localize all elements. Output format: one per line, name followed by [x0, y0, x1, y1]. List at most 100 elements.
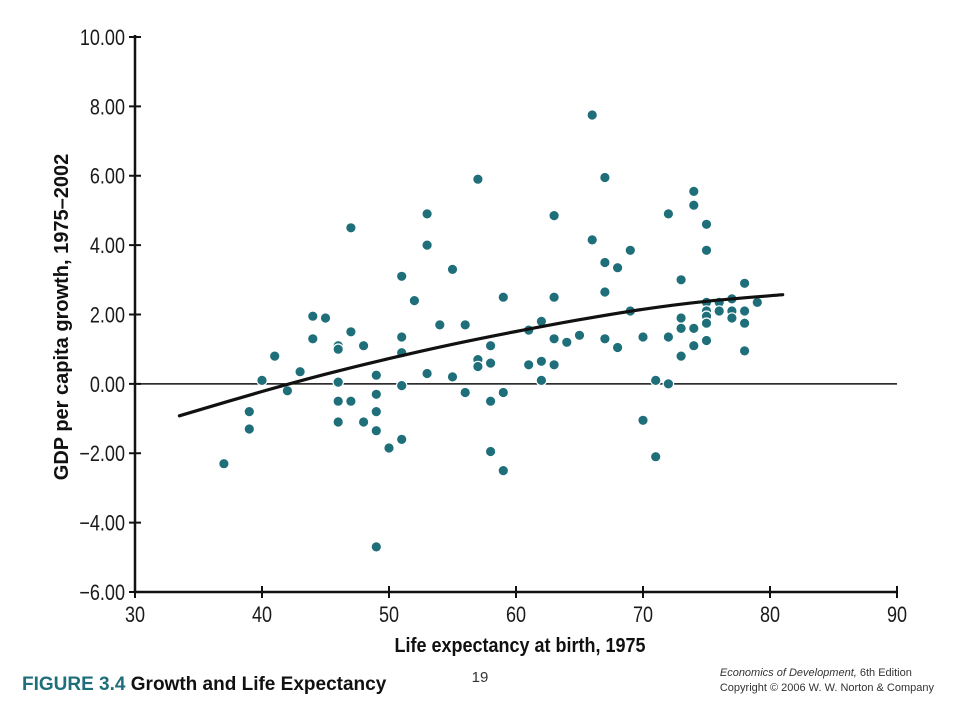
data-point: [345, 395, 357, 407]
data-point: [637, 331, 649, 343]
data-point: [675, 350, 687, 362]
data-point: [637, 414, 649, 427]
data-point: [332, 376, 344, 388]
data-point: [586, 109, 598, 121]
data-point: [687, 185, 700, 198]
data-point: [357, 416, 370, 428]
data-point: [548, 358, 560, 371]
data-point: [611, 341, 624, 354]
data-point: [624, 244, 637, 257]
data-point: [370, 388, 383, 401]
data-point: [738, 345, 751, 357]
data-point: [675, 322, 687, 335]
data-point: [484, 395, 497, 407]
book-title: Economics of Development,: [719, 667, 857, 679]
data-point: [649, 374, 662, 387]
data-point: [345, 325, 357, 338]
y-tick-label: 4.00: [90, 235, 125, 259]
y-tick-label: −2.00: [79, 443, 125, 467]
x-tick-label: 30: [125, 603, 145, 627]
data-point: [687, 322, 700, 335]
y-tick-label: 6.00: [90, 165, 125, 189]
page-number: 19: [471, 669, 489, 686]
axes: [133, 35, 898, 594]
data-point: [573, 329, 586, 342]
data-point: [662, 208, 675, 220]
data-point: [395, 331, 408, 343]
data-point: [726, 312, 738, 324]
data-point: [675, 312, 687, 324]
data-point: [548, 332, 560, 345]
data-point: [268, 350, 281, 362]
data-point: [357, 339, 370, 352]
data-point: [548, 291, 560, 303]
data-point: [306, 310, 319, 322]
data-points: [218, 109, 764, 553]
data-point: [370, 369, 383, 381]
y-tick-label: 10.00: [80, 26, 125, 50]
data-point: [484, 339, 497, 352]
data-point: [383, 442, 395, 454]
trend-curve: [177, 293, 785, 418]
figure-caption: FIGURE 3.4 Growth and Life Expectancy: [22, 674, 386, 696]
data-point: [700, 244, 713, 257]
trend-curve-group: [177, 293, 785, 418]
scatter-chart: −6.00 −4.00 −2.00 0.00 2.00 4.00 6.00 8.00 10.00…: [51, 26, 907, 657]
data-point: [497, 464, 510, 477]
x-tick-label: 90: [887, 603, 907, 627]
data-point: [738, 305, 751, 317]
data-point: [713, 305, 725, 317]
data-point: [459, 386, 471, 399]
data-point: [484, 445, 497, 458]
data-point: [370, 424, 383, 437]
data-point: [345, 222, 357, 234]
data-point: [332, 395, 344, 407]
book-edition: 6th Edition: [859, 667, 912, 679]
data-point: [395, 433, 408, 446]
data-point: [306, 332, 319, 345]
data-point: [421, 239, 433, 251]
x-tick-label: 60: [506, 603, 526, 627]
data-point: [586, 234, 598, 246]
copyright-line: Copyright © 2006 W. W. Norton & Company: [719, 682, 934, 694]
data-point: [408, 294, 421, 307]
data-point: [421, 208, 433, 220]
data-point: [751, 296, 764, 309]
data-point: [700, 334, 713, 347]
data-point: [472, 173, 484, 185]
data-point: [548, 209, 560, 222]
x-tick-label: 40: [252, 603, 272, 627]
y-tick-label: −4.00: [79, 512, 125, 536]
data-point: [395, 270, 408, 283]
data-point: [294, 365, 306, 378]
book-credit: Economics of Development, 6th Edition Co…: [720, 666, 934, 696]
data-point: [662, 378, 675, 390]
data-point: [332, 416, 344, 428]
data-point: [675, 273, 687, 286]
data-point: [611, 261, 624, 274]
data-point: [446, 263, 459, 276]
data-point: [446, 371, 459, 383]
data-point: [243, 405, 256, 418]
data-point: [395, 379, 408, 392]
y-axis-title: GDP per capita growth, 1975–2002: [51, 154, 73, 480]
data-point: [662, 331, 675, 343]
data-point: [484, 357, 497, 369]
y-tick-label: 2.00: [90, 304, 125, 328]
data-point: [700, 218, 713, 231]
x-tick-label: 50: [379, 603, 399, 627]
data-point: [421, 367, 433, 380]
data-point: [243, 423, 256, 435]
data-point: [535, 355, 548, 368]
data-point: [560, 336, 573, 349]
data-point: [738, 317, 751, 329]
data-point: [649, 450, 662, 463]
data-point: [459, 319, 471, 331]
data-point: [700, 317, 713, 329]
x-axis-title: Life expectancy at birth, 1975: [395, 635, 646, 657]
data-point: [433, 319, 446, 331]
figure-number: FIGURE 3.4: [22, 674, 126, 695]
figure-title: Growth and Life Expectancy: [130, 674, 387, 695]
data-point: [370, 405, 383, 418]
tick-marks: −6.00 −4.00 −2.00 0.00 2.00 4.00 6.00 8.00 10.00…: [79, 26, 907, 627]
